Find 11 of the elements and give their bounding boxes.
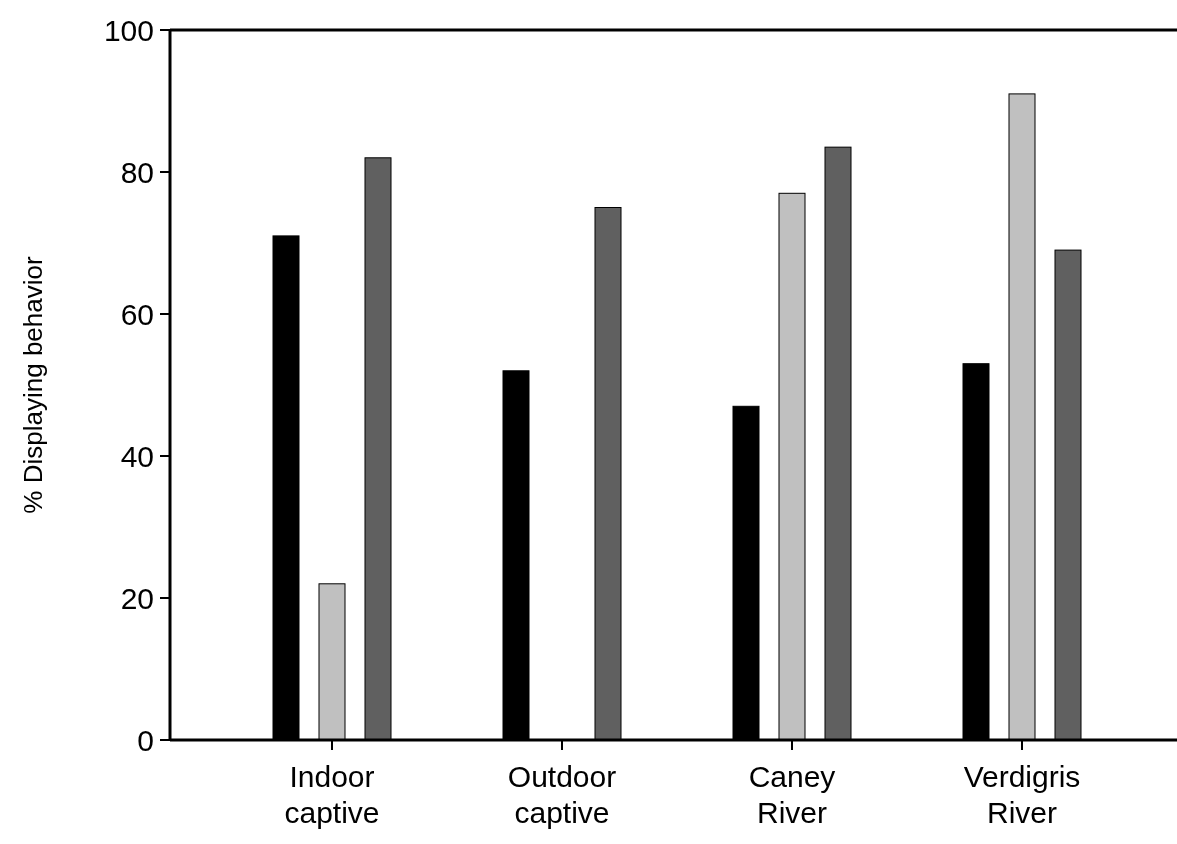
y-tick-label: 80 <box>120 155 154 189</box>
x-tick-label: Verdigris River <box>963 760 1081 829</box>
y-tick-label: 20 <box>120 581 154 615</box>
y-tick-label: 60 <box>120 297 154 331</box>
x-tick-label: Caney River <box>748 760 836 829</box>
y-tick-label: 0 <box>137 723 154 757</box>
y-tick-label: 40 <box>120 439 154 473</box>
x-tick-label: Outdoor captive <box>507 760 617 829</box>
x-tick-label: Indoor captive <box>284 760 380 829</box>
y-axis-title: % Displaying behavior <box>18 256 48 514</box>
y-tick-label: 100 <box>103 13 154 47</box>
